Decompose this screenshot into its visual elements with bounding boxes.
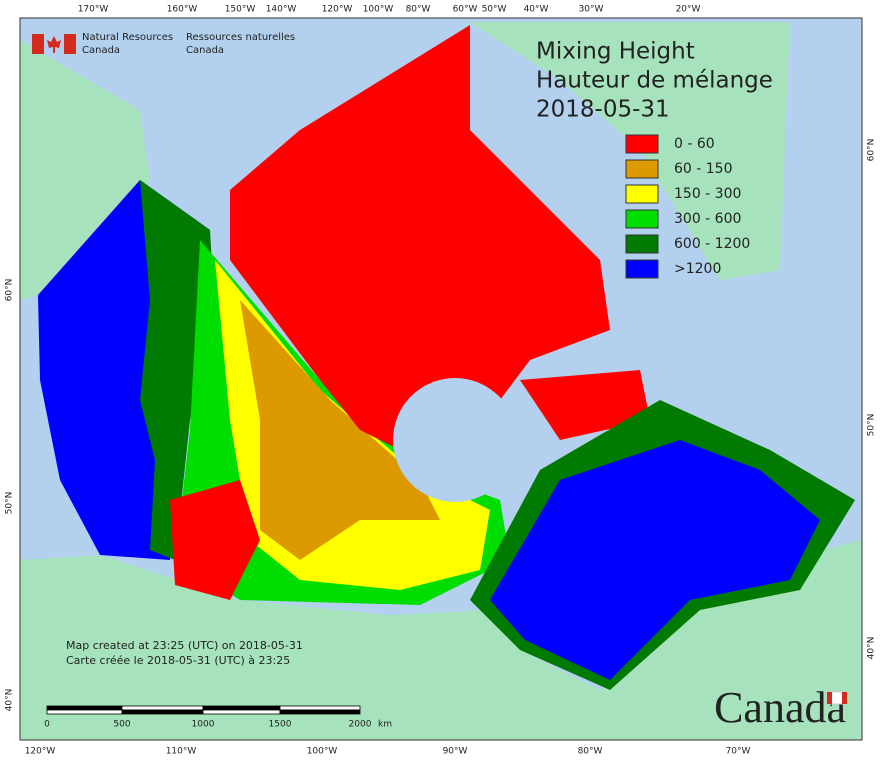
title: Mixing Height xyxy=(536,39,695,65)
bottom-axis-label: 100°W xyxy=(307,747,338,757)
legend-label: 600 - 1200 xyxy=(674,236,750,252)
scale-label: 1000 xyxy=(192,720,215,730)
scale-segment xyxy=(279,709,361,715)
scale-segment xyxy=(279,705,361,711)
top-axis-label: 20°W xyxy=(676,5,701,15)
zone-west-band xyxy=(140,180,215,560)
flag-bar xyxy=(827,692,832,704)
zone-east xyxy=(490,440,820,680)
scale-segment xyxy=(121,709,204,715)
map-border xyxy=(19,17,863,741)
agency-en: Canada xyxy=(82,45,120,56)
right-axis-label: 40°N xyxy=(867,637,877,660)
scale-label: 1500 xyxy=(269,720,292,730)
bottom-axis-label: 110°W xyxy=(166,747,197,757)
top-axis-label: 30°W xyxy=(579,5,604,15)
title: 2018-05-31 xyxy=(536,97,670,123)
scale-segment xyxy=(202,705,281,711)
legend-label: 300 - 600 xyxy=(674,211,741,227)
legend-swatch xyxy=(625,159,659,179)
agency-fr: Canada xyxy=(186,45,224,56)
wordmark-flag xyxy=(826,691,848,705)
legend-label: 0 - 60 xyxy=(674,136,715,152)
land-other xyxy=(20,22,862,740)
zone-red-quebec xyxy=(520,370,650,440)
right-axis-label: 50°N xyxy=(867,414,877,437)
wordmark: Canada xyxy=(714,683,846,732)
footer: Map created at 23:25 (UTC) on 2018-05-31 xyxy=(66,639,303,652)
flag-leaf xyxy=(47,36,61,53)
legend-label: 150 - 300 xyxy=(674,186,741,202)
flag-bar xyxy=(842,692,847,704)
left-axis-label: 40°N xyxy=(5,689,15,712)
hudson-bay xyxy=(393,378,517,502)
usa xyxy=(20,540,862,740)
top-axis-label: 40°W xyxy=(524,5,549,15)
legend-label: >1200 xyxy=(674,261,721,277)
bottom-axis-label: 120°W xyxy=(25,747,56,757)
top-axis-label: 60°W xyxy=(453,5,478,15)
legend-swatch xyxy=(625,209,659,229)
flag-bar xyxy=(64,34,76,54)
legend-swatch xyxy=(625,259,659,279)
scale-segment xyxy=(46,705,123,711)
left-axis-label: 60°N xyxy=(5,279,15,302)
top-axis-label: 100°W xyxy=(363,5,394,15)
alaska xyxy=(20,40,150,300)
top-axis-label: 80°W xyxy=(406,5,431,15)
legend-swatch xyxy=(625,134,659,154)
agency-en: Natural Resources xyxy=(82,32,173,43)
top-axis-label: 170°W xyxy=(78,5,109,15)
title: Hauteur de mélange xyxy=(536,68,773,94)
zone-red-south xyxy=(170,480,260,600)
zone-red-north xyxy=(230,25,610,460)
flag xyxy=(32,34,76,54)
canada xyxy=(38,25,855,690)
footer: Carte créée le 2018-05-31 (UTC) à 23:25 xyxy=(66,654,290,667)
top-axis-label: 160°W xyxy=(167,5,198,15)
flag-bar xyxy=(32,34,44,54)
top-axis-label: 120°W xyxy=(322,5,353,15)
scale-segment xyxy=(121,705,204,711)
scale-label: 2000 xyxy=(349,720,372,730)
scale-segment xyxy=(202,709,281,715)
scale-label: 0 xyxy=(44,720,50,730)
legend-label: 60 - 150 xyxy=(674,161,733,177)
top-axis-label: 140°W xyxy=(266,5,297,15)
left-axis-label: 50°N xyxy=(5,492,15,515)
legend-swatch xyxy=(625,184,659,204)
zone-orange xyxy=(240,300,440,560)
right-axis-label: 60°N xyxy=(867,139,877,162)
top-axis-label: 150°W xyxy=(225,5,256,15)
bottom-axis-label: 90°W xyxy=(443,747,468,757)
legend-swatch xyxy=(625,234,659,254)
scale-segment xyxy=(46,709,123,715)
scale-label: 500 xyxy=(113,720,130,730)
bottom-axis-label: 70°W xyxy=(726,747,751,757)
top-axis-label: 50°W xyxy=(482,5,507,15)
agency-fr: Ressources naturelles xyxy=(186,32,295,43)
bottom-axis-label: 80°W xyxy=(578,747,603,757)
greenland xyxy=(470,22,790,280)
scale-unit: km xyxy=(378,720,392,730)
